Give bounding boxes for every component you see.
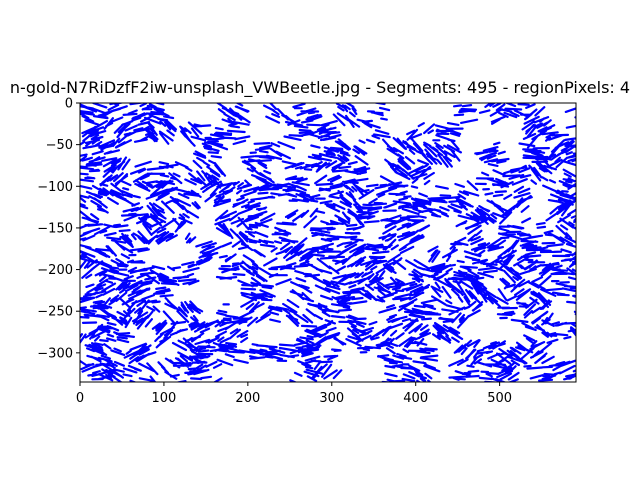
x-tick-label: 300: [319, 391, 344, 406]
y-tick-label: −250: [37, 305, 73, 320]
y-tick-label: −50: [46, 138, 73, 153]
y-tick-label: −100: [37, 180, 73, 195]
x-axis: 0 100 200 300 400 500: [76, 382, 512, 406]
y-tick-label: 0: [65, 97, 73, 112]
y-tick-label: −200: [37, 263, 73, 278]
chart-title: n-gold-N7RiDzfF2iw-unsplash_VWBeetle.jpg…: [10, 78, 630, 98]
x-tick-label: 500: [487, 391, 512, 406]
y-axis: 0 −50 −100 −150 −200 −250 −300: [37, 97, 80, 361]
x-tick-label: 0: [76, 391, 84, 406]
segment-lines: [80, 103, 576, 382]
x-tick-label: 100: [152, 391, 177, 406]
y-tick-label: −150: [37, 221, 73, 236]
segment-strokes: [80, 103, 576, 382]
y-tick-label: −300: [37, 346, 73, 361]
x-tick-label: 200: [235, 391, 260, 406]
x-tick-label: 400: [403, 391, 428, 406]
plot-frame: [79, 102, 577, 383]
